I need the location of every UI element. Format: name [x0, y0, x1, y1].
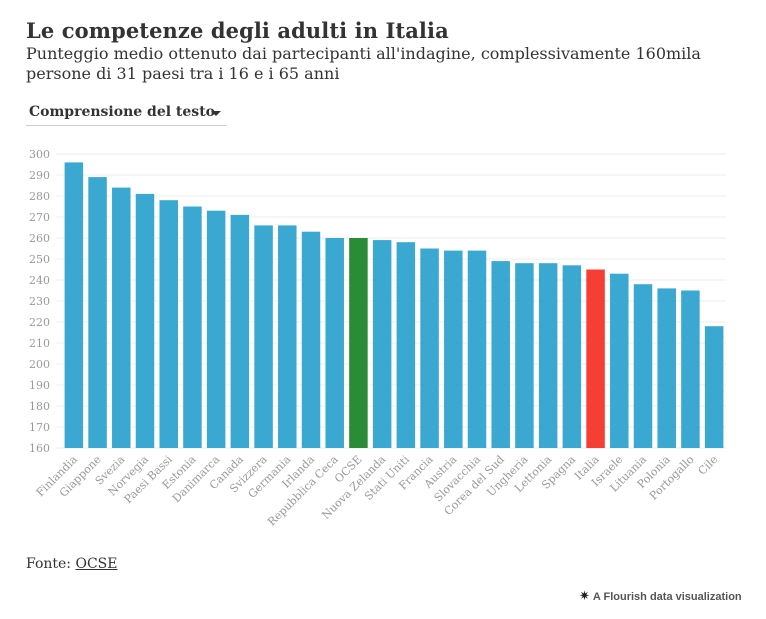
source-link[interactable]: OCSE: [75, 556, 118, 572]
bar[interactable]: [586, 269, 605, 449]
bar[interactable]: [633, 284, 653, 448]
y-tick-label: 210: [29, 337, 50, 350]
bar[interactable]: [278, 225, 297, 448]
bar[interactable]: [610, 273, 629, 448]
bar[interactable]: [206, 210, 226, 448]
bars: [64, 162, 724, 449]
y-tick-label: 170: [29, 421, 50, 434]
y-axis: 160 170 180 190 200 210 220 230 240 250 260 270 280 2…: [29, 148, 50, 455]
bar[interactable]: [657, 288, 676, 448]
bar[interactable]: [159, 200, 178, 448]
bar[interactable]: [538, 263, 558, 448]
flourish-credit[interactable]: ✷ A Flourish data visualization: [579, 588, 742, 604]
bar[interactable]: [515, 263, 534, 448]
y-tick-label: 220: [29, 316, 50, 329]
y-tick-label: 260: [29, 232, 50, 245]
chart-subtitle: Punteggio medio ottenuto dai partecipant…: [26, 44, 701, 83]
bar[interactable]: [183, 206, 202, 449]
y-tick-label: 200: [29, 358, 50, 371]
y-tick-label: 300: [29, 148, 50, 161]
flourish-star-icon: ✷: [579, 588, 590, 603]
bar[interactable]: [562, 265, 582, 448]
x-tick-label: Cile: [696, 453, 721, 478]
y-tick-label: 240: [29, 274, 50, 287]
y-tick-label: 230: [29, 295, 50, 308]
y-tick-label: 180: [29, 400, 50, 413]
source-prefix: Fonte:: [26, 556, 76, 572]
y-tick-label: 190: [29, 379, 50, 392]
y-tick-label: 280: [29, 190, 50, 203]
bar[interactable]: [88, 177, 107, 448]
bar[interactable]: [491, 261, 510, 448]
bar[interactable]: [325, 238, 344, 448]
chart-title: Le competenze degli adulti in Italia: [26, 18, 449, 43]
y-tick-label: 250: [29, 253, 50, 266]
bar[interactable]: [349, 238, 368, 448]
bar[interactable]: [681, 290, 700, 449]
bar-chart: 160 170 180 190 200 210 220 230 240 250 260 270 280 2…: [29, 148, 726, 529]
bar[interactable]: [467, 250, 487, 448]
bar[interactable]: [301, 231, 321, 448]
bar[interactable]: [704, 326, 724, 448]
metric-dropdown-label: Comprensione del testo: [29, 104, 215, 120]
y-tick-label: 290: [29, 169, 50, 182]
y-tick-label: 270: [29, 211, 50, 224]
credit-text: A Flourish data visualization: [592, 591, 742, 603]
bar[interactable]: [112, 187, 131, 448]
bar[interactable]: [372, 240, 392, 448]
y-tick-label: 160: [29, 442, 50, 455]
bar[interactable]: [420, 248, 439, 449]
bar[interactable]: [254, 225, 273, 448]
bar[interactable]: [64, 162, 84, 448]
bar[interactable]: [230, 214, 250, 448]
source-note: Fonte: OCSE: [26, 556, 117, 572]
bar[interactable]: [396, 242, 416, 448]
chevron-down-icon: [211, 111, 221, 116]
bar[interactable]: [444, 250, 463, 448]
bar[interactable]: [135, 193, 155, 448]
metric-dropdown[interactable]: Comprensione del testo: [26, 100, 227, 126]
